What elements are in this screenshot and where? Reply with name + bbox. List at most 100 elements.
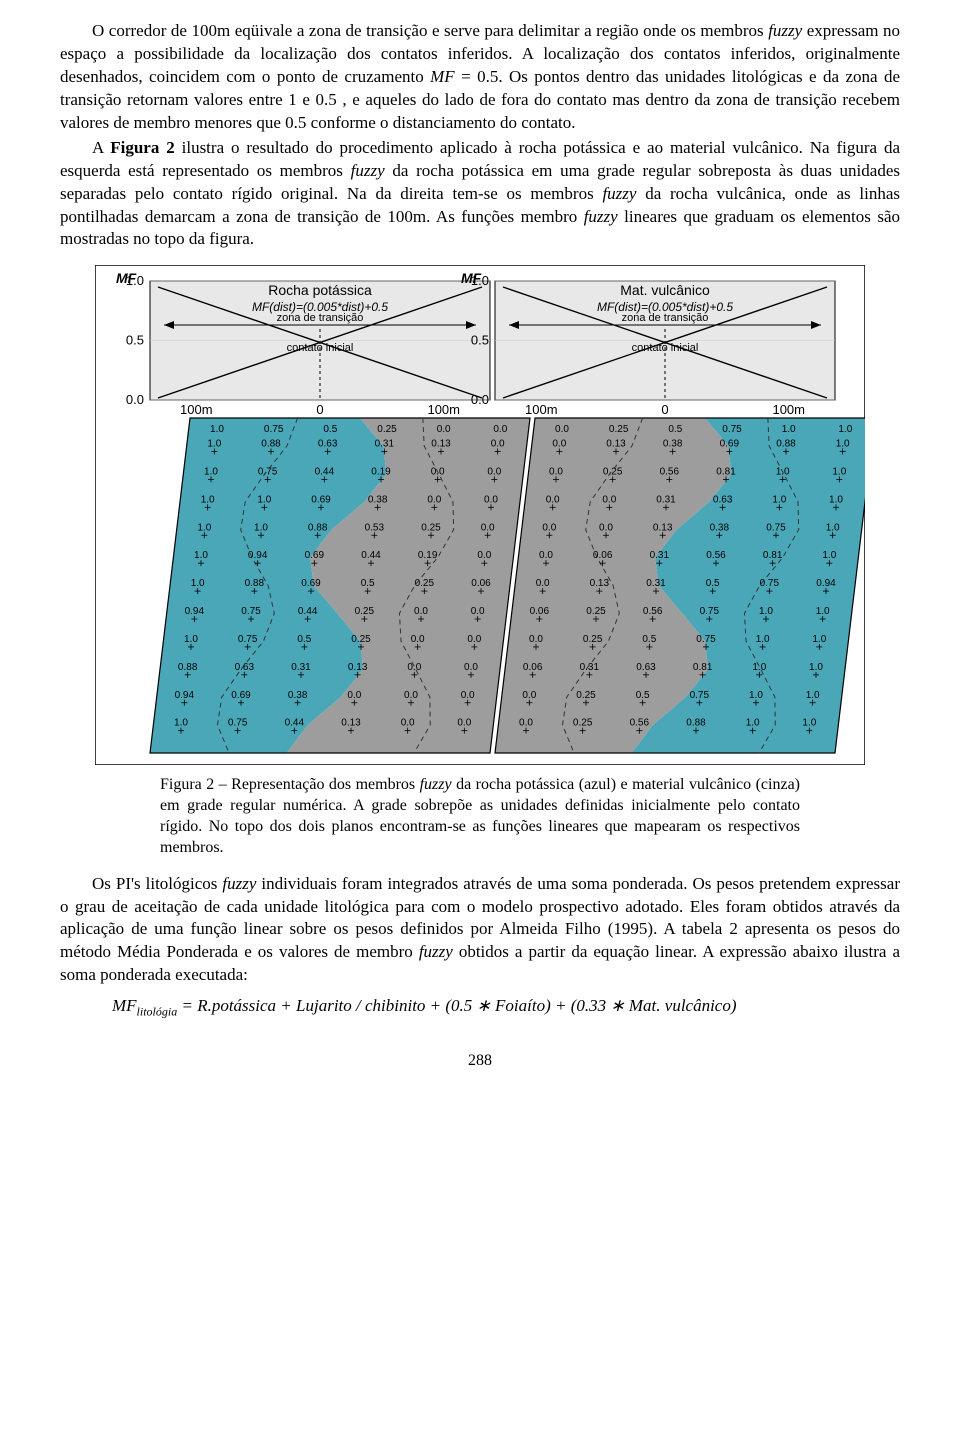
- fuzzy-word: fuzzy: [419, 942, 453, 961]
- svg-text:0.06: 0.06: [530, 606, 550, 617]
- svg-text:0.06: 0.06: [593, 551, 613, 562]
- svg-text:0: 0: [316, 402, 323, 417]
- svg-text:0.63: 0.63: [318, 439, 338, 450]
- svg-text:0.0: 0.0: [457, 718, 471, 729]
- svg-text:1.0: 1.0: [829, 495, 843, 506]
- svg-text:contato inicial: contato inicial: [287, 342, 354, 354]
- fuzzy-word: fuzzy: [351, 161, 385, 180]
- svg-text:0.25: 0.25: [586, 606, 606, 617]
- fuzzy-word: fuzzy: [584, 207, 618, 226]
- svg-text:0.94: 0.94: [185, 606, 205, 617]
- svg-text:0.0: 0.0: [555, 425, 569, 436]
- svg-text:0.88: 0.88: [686, 718, 706, 729]
- svg-text:zona de transição: zona de transição: [622, 312, 709, 324]
- svg-text:0.0: 0.0: [602, 495, 616, 506]
- svg-text:0.88: 0.88: [776, 439, 796, 450]
- svg-text:0.38: 0.38: [288, 690, 308, 701]
- svg-text:0.0: 0.0: [477, 551, 491, 562]
- svg-text:0.44: 0.44: [315, 467, 335, 478]
- svg-text:0.13: 0.13: [590, 578, 610, 589]
- svg-text:0.19: 0.19: [418, 551, 438, 562]
- svg-text:0.25: 0.25: [603, 467, 623, 478]
- svg-text:0.75: 0.75: [700, 606, 720, 617]
- svg-text:0.94: 0.94: [248, 551, 268, 562]
- svg-text:zona de transição: zona de transição: [277, 312, 364, 324]
- svg-text:0.56: 0.56: [643, 606, 663, 617]
- mf-it: MF: [430, 67, 455, 86]
- svg-text:0.25: 0.25: [609, 425, 629, 436]
- svg-text:0.75: 0.75: [238, 634, 258, 645]
- equation-mf-litologia: MFlitológia = R.potássica + Lujarito / c…: [112, 995, 900, 1020]
- svg-text:0.5: 0.5: [323, 425, 337, 436]
- svg-text:1.0: 1.0: [816, 606, 830, 617]
- svg-text:0.0: 0.0: [539, 551, 553, 562]
- text: A: [92, 138, 110, 157]
- svg-text:1.0: 1.0: [210, 425, 224, 436]
- svg-text:1.0: 1.0: [802, 718, 816, 729]
- svg-text:0.63: 0.63: [636, 662, 656, 673]
- svg-text:0.06: 0.06: [523, 662, 543, 673]
- svg-text:0.56: 0.56: [706, 551, 726, 562]
- svg-text:0.63: 0.63: [713, 495, 733, 506]
- svg-text:1.0: 1.0: [197, 523, 211, 534]
- svg-text:1.0: 1.0: [776, 467, 790, 478]
- svg-text:0.53: 0.53: [365, 523, 385, 534]
- svg-text:0.75: 0.75: [241, 606, 261, 617]
- svg-text:1.0: 1.0: [826, 523, 840, 534]
- svg-text:1.0: 1.0: [756, 634, 770, 645]
- svg-text:0.25: 0.25: [583, 634, 603, 645]
- svg-text:0.5: 0.5: [706, 578, 720, 589]
- fuzzy-word: fuzzy: [222, 874, 256, 893]
- svg-text:0.25: 0.25: [421, 523, 441, 534]
- svg-text:1.0: 1.0: [809, 662, 823, 673]
- svg-text:0.5: 0.5: [361, 578, 375, 589]
- svg-text:0.25: 0.25: [355, 606, 375, 617]
- para-2: A Figura 2 ilustra o resultado do proced…: [60, 137, 900, 252]
- svg-text:0.5: 0.5: [636, 690, 650, 701]
- svg-text:100m: 100m: [525, 402, 558, 417]
- svg-text:0.5: 0.5: [297, 634, 311, 645]
- svg-text:1.0: 1.0: [812, 634, 826, 645]
- svg-text:0: 0: [661, 402, 668, 417]
- text: Os PI's litológicos: [92, 874, 222, 893]
- svg-text:0.31: 0.31: [646, 578, 666, 589]
- svg-text:1.0: 1.0: [759, 606, 773, 617]
- svg-text:1.0: 1.0: [174, 718, 188, 729]
- svg-text:0.75: 0.75: [696, 634, 716, 645]
- svg-text:0.5: 0.5: [126, 333, 144, 348]
- svg-text:0.0: 0.0: [411, 634, 425, 645]
- svg-text:0.0: 0.0: [487, 467, 501, 478]
- svg-text:0.38: 0.38: [663, 439, 683, 450]
- svg-text:0.0: 0.0: [471, 392, 489, 407]
- svg-text:0.0: 0.0: [404, 690, 418, 701]
- svg-text:0.0: 0.0: [552, 439, 566, 450]
- svg-text:0.0: 0.0: [522, 690, 536, 701]
- svg-text:0.0: 0.0: [484, 495, 498, 506]
- svg-text:1.0: 1.0: [749, 690, 763, 701]
- svg-text:0.0: 0.0: [467, 634, 481, 645]
- svg-text:0.0: 0.0: [493, 425, 507, 436]
- svg-text:0.75: 0.75: [258, 467, 278, 478]
- svg-text:0.31: 0.31: [375, 439, 395, 450]
- svg-text:Rocha potássica: Rocha potássica: [268, 282, 372, 298]
- svg-text:0.94: 0.94: [816, 578, 836, 589]
- svg-text:0.88: 0.88: [308, 523, 328, 534]
- svg-text:1.0: 1.0: [806, 690, 820, 701]
- svg-text:0.0: 0.0: [491, 439, 505, 450]
- figure-2-svg: 1.00.50.0MFRocha potássicaMF(dist)=(0.00…: [95, 265, 865, 765]
- fuzzy-word: fuzzy: [420, 776, 452, 793]
- svg-text:1.0: 1.0: [191, 578, 205, 589]
- svg-text:0.0: 0.0: [401, 718, 415, 729]
- svg-text:0.88: 0.88: [178, 662, 198, 673]
- svg-text:0.69: 0.69: [305, 551, 325, 562]
- svg-text:0.25: 0.25: [377, 425, 397, 436]
- fuzzy-word: fuzzy: [602, 184, 636, 203]
- svg-text:Mat. vulcânico: Mat. vulcânico: [620, 282, 710, 298]
- figure-2: 1.00.50.0MFRocha potássicaMF(dist)=(0.00…: [60, 265, 900, 765]
- svg-text:0.75: 0.75: [722, 425, 742, 436]
- svg-text:0.75: 0.75: [264, 425, 284, 436]
- svg-text:0.06: 0.06: [471, 578, 491, 589]
- svg-text:0.0: 0.0: [464, 662, 478, 673]
- svg-text:0.0: 0.0: [414, 606, 428, 617]
- svg-text:MF: MF: [116, 270, 137, 286]
